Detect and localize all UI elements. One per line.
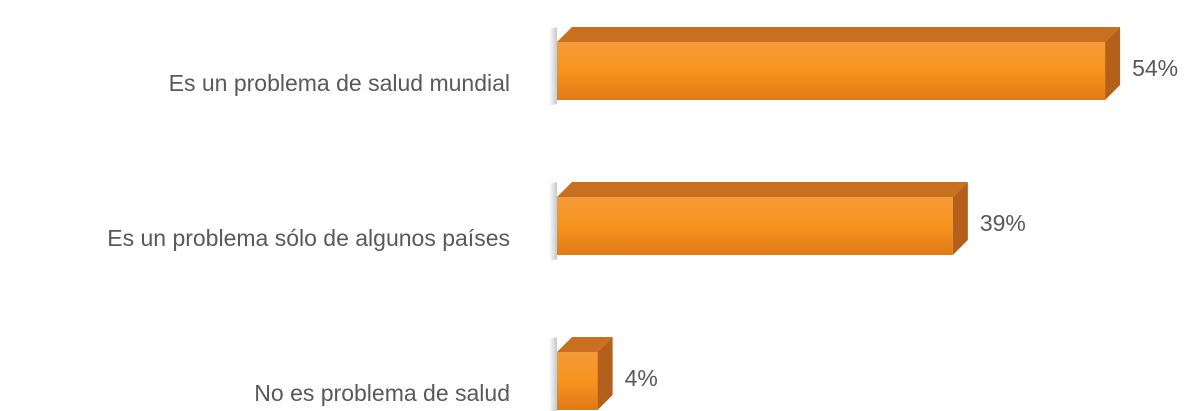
value-label: 4%	[625, 365, 658, 391]
wall-shadow	[549, 337, 557, 411]
bar	[557, 182, 968, 255]
category-label: No es problema de salud	[254, 380, 510, 406]
bar-side	[1105, 27, 1121, 100]
value-label: 39%	[980, 210, 1026, 236]
bar-front	[557, 352, 598, 410]
bar-top	[557, 27, 1121, 42]
bar-front	[557, 42, 1106, 100]
bar-top	[557, 182, 968, 197]
bar	[557, 337, 613, 410]
wall-shadow	[549, 182, 557, 261]
category-label: Es un problema de salud mundial	[169, 70, 510, 96]
bar-front	[557, 197, 953, 255]
wall-shadow	[549, 27, 557, 106]
value-label: 54%	[1132, 55, 1178, 81]
category-label: Es un problema sólo de algunos países	[107, 225, 510, 251]
bar	[557, 27, 1121, 100]
bar-top	[557, 337, 613, 352]
bar-side	[597, 337, 613, 410]
bar-side	[952, 182, 968, 255]
